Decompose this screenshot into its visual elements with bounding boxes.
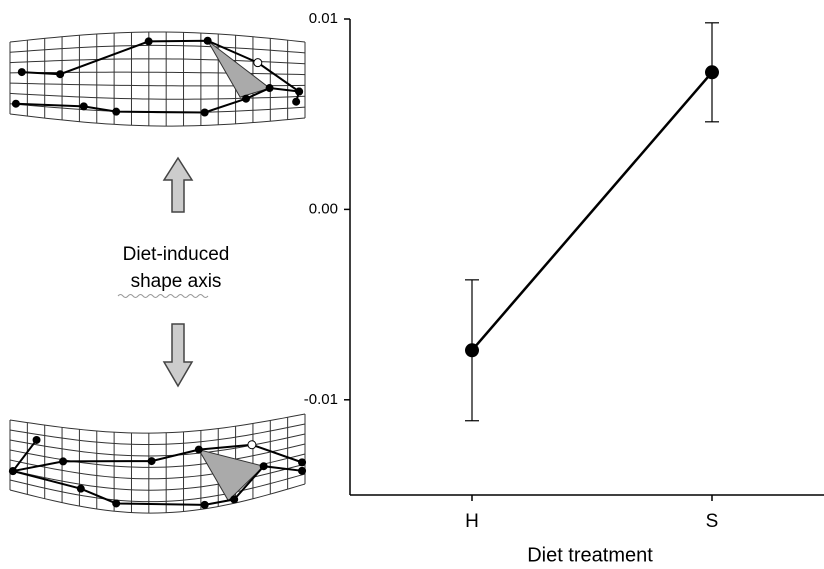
grid-cell-line bbox=[9, 113, 306, 127]
landmark bbox=[298, 466, 307, 475]
triangle bbox=[197, 448, 265, 502]
x-tick-label: H bbox=[465, 511, 479, 532]
grid-cell-line bbox=[9, 31, 306, 43]
landmark bbox=[242, 94, 250, 103]
grid-cell-line bbox=[9, 423, 306, 446]
landmark bbox=[295, 87, 304, 96]
landmark bbox=[56, 70, 65, 79]
landmark bbox=[32, 435, 41, 444]
point bbox=[705, 65, 719, 80]
landmark bbox=[79, 102, 88, 111]
landmark bbox=[59, 457, 68, 466]
grid-cell-line bbox=[9, 483, 306, 514]
landmark bbox=[112, 107, 121, 116]
grid-cell-line bbox=[9, 443, 306, 468]
landmark bbox=[194, 445, 203, 454]
line bbox=[471, 71, 713, 352]
outline bbox=[12, 465, 303, 506]
shape-diagrams bbox=[8, 31, 307, 514]
down-arrow bbox=[162, 323, 194, 388]
spellcheck-underline bbox=[117, 294, 209, 298]
landmark bbox=[292, 97, 301, 106]
landmark bbox=[112, 499, 121, 508]
landmark bbox=[203, 36, 212, 45]
landmark bbox=[17, 68, 26, 77]
landmark bbox=[200, 500, 209, 509]
landmark bbox=[253, 58, 263, 68]
grid-cell-line bbox=[9, 413, 306, 434]
grid-cell-line bbox=[9, 92, 306, 100]
y-tick-label: 0.01 bbox=[309, 10, 338, 27]
landmark bbox=[247, 440, 257, 450]
y-tick-label: -0.01 bbox=[304, 391, 338, 408]
grid-cell-line bbox=[9, 463, 306, 491]
triangle bbox=[207, 40, 271, 98]
y-tick-label: 0.00 bbox=[309, 200, 338, 217]
landmark bbox=[259, 462, 268, 471]
landmark bbox=[76, 484, 85, 493]
landmark bbox=[147, 457, 156, 466]
annotation: Diet-induced bbox=[123, 244, 230, 265]
up-arrow bbox=[162, 156, 194, 213]
x-axis-label: Diet treatment bbox=[527, 544, 653, 566]
landmark bbox=[265, 84, 274, 93]
landmark bbox=[230, 495, 239, 504]
landmark bbox=[11, 99, 20, 108]
grid-cell-line bbox=[9, 44, 306, 54]
x-tick-label: S bbox=[706, 511, 719, 532]
landmark bbox=[8, 467, 17, 476]
grid-cell-line bbox=[9, 473, 306, 503]
point bbox=[465, 343, 479, 358]
annotation: shape axis bbox=[131, 271, 222, 292]
landmark bbox=[200, 108, 209, 117]
landmark bbox=[298, 458, 307, 467]
landmark bbox=[144, 37, 153, 46]
